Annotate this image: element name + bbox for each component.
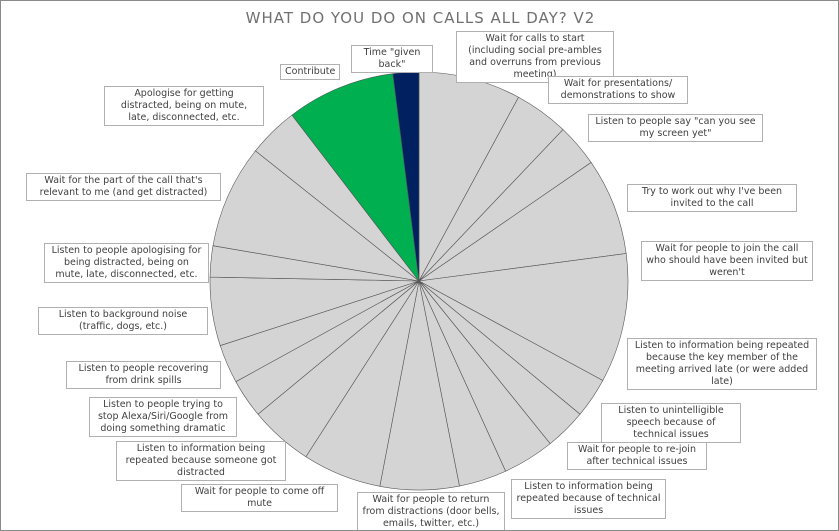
slice-label: Listen to unintelligible speech because … — [601, 403, 741, 443]
slice-label: Listen to people trying to stop Alexa/Si… — [89, 397, 237, 437]
slice-label: Contribute — [280, 64, 340, 80]
pie-slice — [212, 150, 420, 282]
slice-label: Listen to people apologising for being d… — [44, 243, 209, 283]
pie-slice — [418, 162, 627, 282]
slice-label: Time "given back" — [351, 45, 433, 73]
slice-label: Listen to background noise (traffic, dog… — [38, 307, 208, 335]
slice-label: Wait for people to return from distracti… — [357, 492, 505, 530]
slice-label: Try to work out why I've been invited to… — [627, 184, 797, 212]
slice-label: Wait for people to come off mute — [181, 484, 338, 512]
slice-label: Apologise for getting distracted, being … — [104, 86, 264, 126]
slice-label: Listen to information being repeated bec… — [511, 479, 666, 519]
slice-label: Wait for people to join the call who sho… — [641, 241, 813, 281]
slice-label: Wait for calls to start (including socia… — [456, 31, 614, 83]
slice-label: Listen to people say "can you see my scr… — [588, 114, 763, 142]
slice-label: Wait for people to re-join after technic… — [567, 442, 707, 470]
slice-label: Listen to people recovering from drink s… — [66, 361, 221, 389]
pie-slice — [291, 73, 420, 283]
slice-label: Wait for the part of the call that's rel… — [26, 173, 221, 201]
chart-title: WHAT DO YOU DO ON CALLS ALL DAY? V2 — [245, 9, 596, 27]
slice-label: Listen to information being repeated bec… — [627, 338, 817, 390]
pie-slice — [418, 253, 629, 381]
slice-label: Wait for presentations/ demonstrations t… — [548, 76, 688, 104]
slice-label: Listen to information being repeated bec… — [116, 441, 286, 481]
